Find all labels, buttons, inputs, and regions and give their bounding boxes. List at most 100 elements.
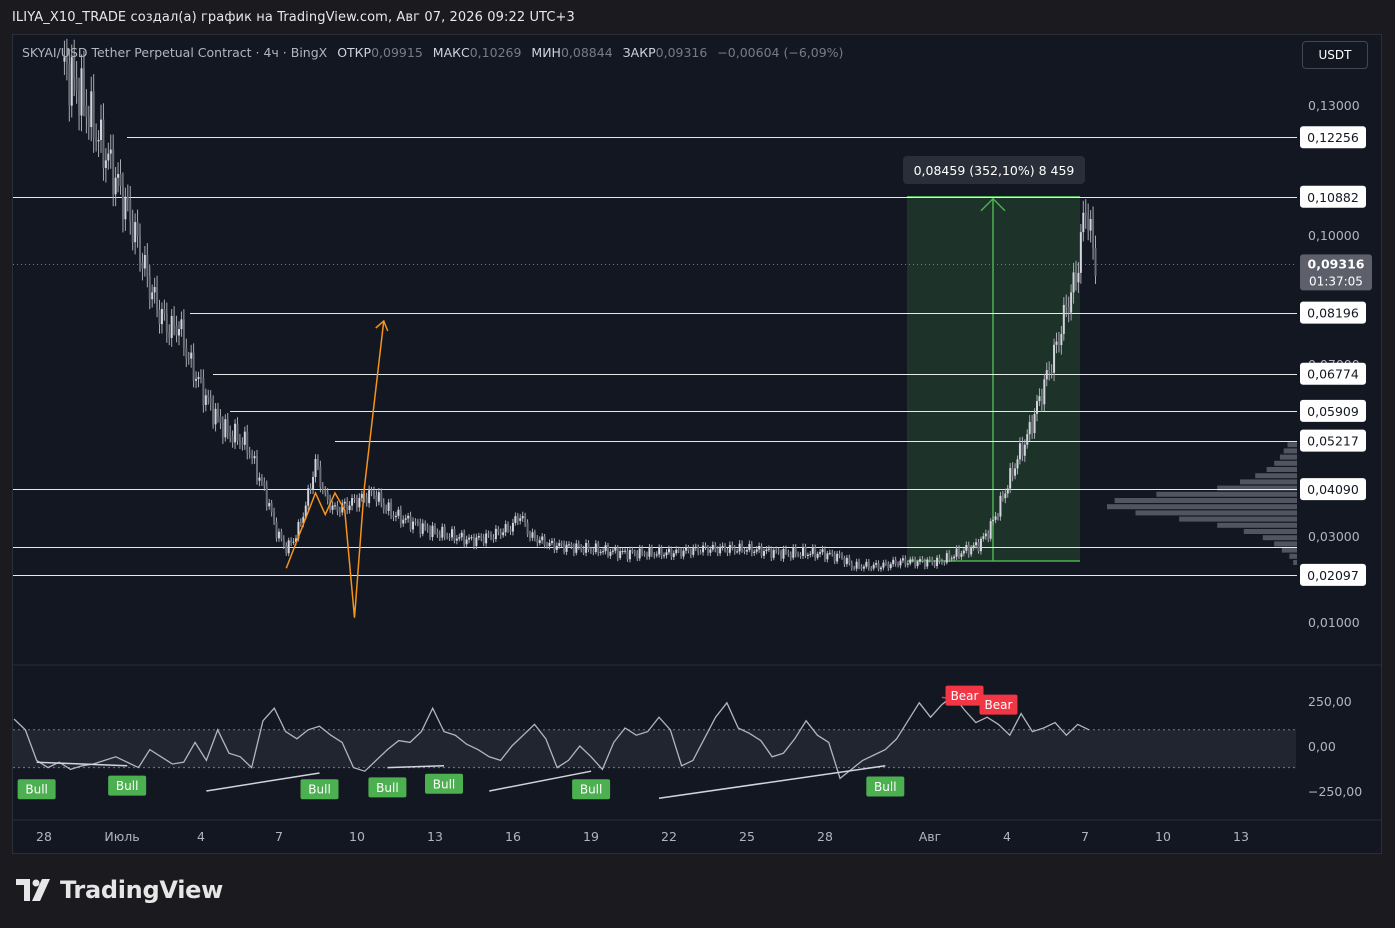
candle-body (170, 316, 173, 338)
candle-body (173, 316, 176, 326)
candle-body (667, 548, 670, 553)
candle-body (533, 532, 536, 539)
candle-body (760, 545, 763, 556)
candle-body (511, 522, 514, 532)
candle-body (1062, 304, 1065, 334)
candle-body (63, 57, 66, 62)
candle-body (251, 454, 254, 459)
candle-body (531, 532, 534, 538)
candle-body (1001, 495, 1004, 499)
candle-body (572, 546, 575, 553)
level-price-label-box (1300, 362, 1366, 385)
candle-body (316, 459, 319, 467)
volume-profile-bar (1274, 460, 1297, 466)
candle-body (724, 545, 726, 551)
candle-body (955, 548, 958, 557)
candle-body (1018, 443, 1021, 460)
candle-body (1065, 304, 1068, 307)
measure-arrow-head (980, 197, 1006, 212)
candle-body (597, 543, 600, 553)
candle-body (297, 521, 300, 539)
candle-body (916, 561, 919, 567)
candle-body (241, 442, 244, 445)
level-price-label: 0,05217 (1307, 434, 1359, 449)
candle-body (270, 503, 273, 512)
candle-body (850, 563, 853, 568)
candle-body (73, 57, 76, 79)
candle-body (838, 553, 841, 556)
candle-body (1084, 212, 1087, 216)
bull-signal-label: Bull (433, 777, 456, 791)
candle-body (402, 519, 405, 524)
candle-body (541, 536, 544, 541)
candle-body (555, 545, 558, 550)
candle-body (453, 529, 456, 541)
candle-body (641, 548, 644, 553)
candle-body (392, 515, 395, 518)
level-price-label-box (1300, 429, 1366, 452)
candle-body (472, 537, 475, 546)
candle-body (87, 116, 90, 128)
time-axis-tick: 25 (739, 829, 755, 844)
candle-body (399, 509, 402, 524)
volume-profile-bar (1114, 498, 1297, 503)
candle-body (414, 521, 417, 523)
candle-body (799, 554, 802, 556)
candle-body (777, 550, 780, 552)
candle-body (987, 533, 990, 539)
candle-body (853, 567, 856, 569)
candle-body (112, 149, 115, 195)
currency-button[interactable]: USDT (1302, 41, 1368, 69)
candle-body (90, 91, 93, 128)
candle-body (767, 548, 770, 550)
candle-body (290, 540, 293, 543)
oscillator-axis-tick: 250,00 (1308, 694, 1352, 709)
level-price-label-box (1300, 399, 1366, 422)
change-value: −0,00604 (−6,09%) (717, 45, 844, 60)
candle-body (872, 564, 875, 569)
candle-body (738, 543, 741, 552)
level-price-label: 0,12256 (1307, 130, 1359, 145)
candle-body (263, 482, 266, 486)
candle-body (480, 535, 483, 538)
candle-body (794, 547, 797, 554)
candle-body (550, 540, 553, 543)
candle-body (1038, 396, 1041, 402)
current-price-label: 0,09316 (1308, 256, 1365, 271)
candle-body (855, 561, 858, 569)
measure-label-box (903, 156, 1085, 184)
candle-body (704, 545, 707, 548)
candle-body (370, 490, 373, 492)
candle-body (979, 538, 982, 552)
candle-body (1094, 247, 1097, 277)
candle-body (568, 544, 570, 546)
candle-body (192, 352, 195, 381)
oscillator-line (13, 694, 1090, 780)
candle-body (302, 516, 305, 524)
candle-body (1048, 370, 1051, 372)
candle-body (1079, 232, 1082, 273)
candle-body (148, 276, 151, 300)
candle-body (728, 544, 731, 553)
candle-body (967, 544, 970, 555)
bull-signal-label: Bull (580, 783, 603, 797)
candle-body (677, 549, 680, 551)
candle-body (904, 558, 907, 565)
volume-profile-bar (1179, 516, 1297, 522)
candle-body (962, 550, 965, 554)
candle-body (309, 488, 312, 490)
candle-body (365, 497, 368, 504)
candle-body (373, 491, 375, 496)
candle-body (65, 57, 68, 64)
candle-body (143, 255, 146, 269)
candle-body (134, 222, 137, 243)
level-price-label-box (1300, 478, 1366, 501)
volume-profile-bar (1217, 485, 1297, 491)
chart-canvas[interactable]: 0,08459 (352,10%) 8 459 0,13000 0,10000 0,0… (0, 0, 1395, 860)
candle-body (1092, 219, 1095, 248)
candle-body (446, 536, 449, 538)
time-axis-tick: 10 (1155, 829, 1171, 844)
candle-body (621, 550, 624, 552)
bull-divergence-line (206, 772, 320, 792)
orange-zigzag-drawing[interactable] (285, 320, 385, 618)
